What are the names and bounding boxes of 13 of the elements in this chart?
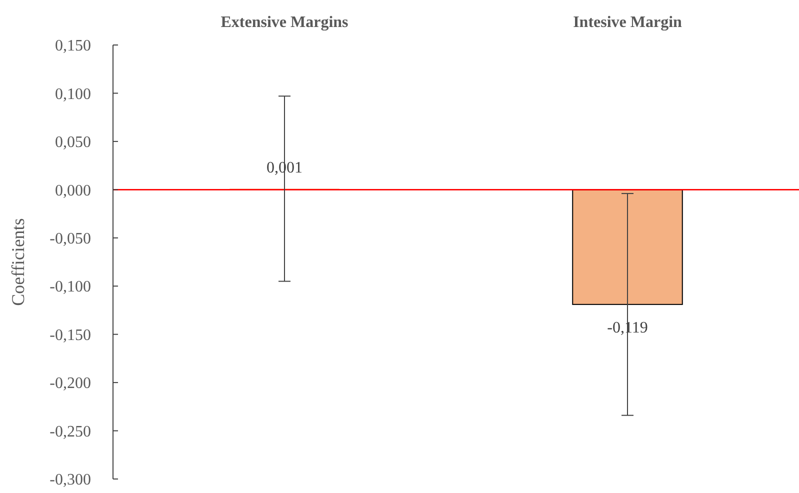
y-tick-label: 0,050 <box>55 134 91 152</box>
y-tick-label: 0,100 <box>55 86 91 103</box>
y-tick-label: 0,000 <box>55 182 91 200</box>
x-tick-label: Extensive Margins <box>220 14 348 31</box>
y-tick-label: 0,150 <box>55 38 91 55</box>
y-tick-label: -0,050 <box>50 230 91 248</box>
y-tick-label: -0,250 <box>50 423 91 440</box>
y-axis-title: Coefficients <box>8 218 28 306</box>
x-tick-label: Intesive Margin <box>573 14 682 31</box>
y-tick-label: -0,150 <box>50 326 91 344</box>
y-tick-label: -0,200 <box>50 375 91 392</box>
y-tick-label: -0,100 <box>50 278 91 296</box>
y-tick-label: -0,300 <box>50 472 91 489</box>
